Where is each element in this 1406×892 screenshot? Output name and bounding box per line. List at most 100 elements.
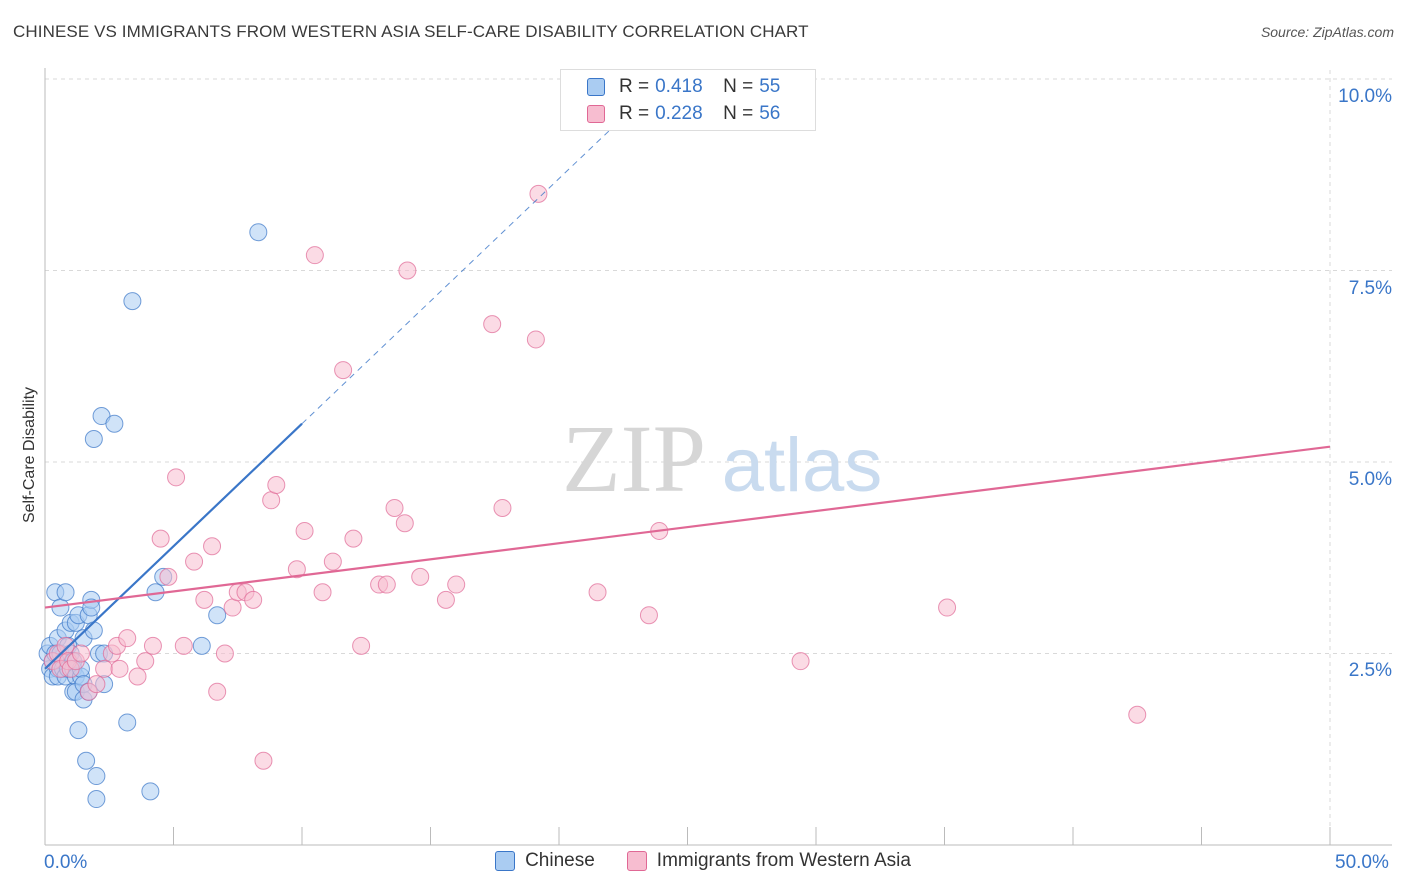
axis-layer	[44, 68, 1392, 846]
western-asia-point-3	[56, 636, 75, 655]
watermark-zip: ZIP	[562, 405, 706, 512]
western-asia-point-51	[493, 498, 512, 517]
n-value: 56	[759, 103, 781, 124]
western-asia-trend-line	[44, 445, 1331, 609]
chinese-point-54	[208, 606, 227, 625]
x-tick-label-max: 50.0%	[1335, 852, 1389, 873]
chinese-point-34	[77, 751, 96, 770]
western-asia-point-23	[195, 590, 214, 609]
chinese-point-14	[56, 583, 75, 602]
y-tick-label-2-5: 2.5%	[1348, 660, 1392, 681]
western-asia-point-49	[447, 575, 466, 594]
legend-label-western-asia: Immigrants from Western Asia	[656, 850, 911, 871]
western-asia-point-38	[323, 552, 342, 571]
western-asia-point-14	[118, 629, 137, 648]
legend-item-western-asia[interactable]: Immigrants from Western Asia	[626, 850, 911, 872]
western-asia-point-16	[136, 652, 155, 671]
western-asia-point-27	[223, 598, 242, 617]
western-asia-point-15	[128, 667, 147, 686]
stats-legend-row-western-asia: R = 0.228 N = 56	[587, 102, 780, 126]
western-asia-point-22	[185, 552, 204, 571]
western-asia-point-44	[385, 498, 404, 517]
chinese-point-49	[123, 292, 142, 311]
chinese-point-47	[105, 414, 124, 433]
chinese-legend-swatch-icon	[495, 851, 516, 871]
western-asia-point-46	[398, 261, 417, 280]
western-asia-point-30	[244, 590, 263, 609]
western-asia-point-18	[151, 529, 170, 548]
r-label: R =	[619, 103, 650, 124]
source-credit: Source: ZipAtlas.com	[1260, 24, 1394, 40]
western-asia-point-21	[174, 636, 193, 655]
chinese-point-53	[192, 636, 211, 655]
x-tick-label-min: 0.0%	[44, 852, 88, 873]
western-asia-point-31	[254, 751, 273, 770]
western-asia-swatch-icon	[587, 105, 605, 123]
western-asia-point-58	[938, 598, 957, 617]
western-asia-point-25	[208, 682, 227, 701]
western-asia-point-33	[267, 475, 286, 494]
western-asia-point-48	[436, 590, 455, 609]
grid-layer	[45, 70, 1392, 845]
western-asia-point-43	[377, 575, 396, 594]
western-asia-point-40	[344, 529, 363, 548]
watermark-atlas: atlas	[722, 423, 883, 508]
western-asia-point-26	[215, 644, 234, 663]
western-asia-point-39	[334, 361, 353, 380]
western-asia-point-7	[71, 644, 90, 663]
western-asia-point-47	[411, 567, 430, 586]
chinese-point-41	[87, 767, 106, 786]
chinese-point-27	[69, 721, 88, 740]
chinese-trend-line	[44, 422, 303, 670]
chinese-swatch-icon	[587, 78, 605, 96]
y-tick-label-7-5: 7.5%	[1348, 278, 1392, 299]
western-asia-point-9	[87, 675, 106, 694]
chinese-point-39	[84, 430, 103, 449]
chart-title: CHINESE VS IMMIGRANTS FROM WESTERN ASIA …	[13, 22, 809, 41]
western-asia-point-37	[313, 583, 332, 602]
western-asia-point-13	[110, 659, 129, 678]
stats-legend: R = 0.418 N = 55 R = 0.228 N = 56	[560, 69, 816, 131]
western-asia-point-32	[262, 491, 281, 510]
n-label: N =	[723, 103, 754, 124]
western-asia-legend-swatch-icon	[626, 851, 647, 871]
chinese-point-48	[118, 713, 137, 732]
r-value: 0.228	[655, 103, 703, 124]
r-label: R =	[619, 76, 650, 97]
western-asia-point-20	[167, 468, 186, 487]
western-asia-point-35	[295, 521, 314, 540]
chinese-point-40	[84, 621, 103, 640]
chinese-point-42	[87, 790, 106, 809]
western-asia-point-10	[95, 659, 114, 678]
legend-label-chinese: Chinese	[525, 850, 595, 871]
n-value: 55	[759, 76, 781, 97]
western-asia-point-52	[526, 330, 545, 349]
points-layer	[38, 184, 1147, 809]
western-asia-point-17	[143, 636, 162, 655]
r-value: 0.418	[655, 76, 703, 97]
western-asia-point-54	[588, 583, 607, 602]
legend-item-chinese[interactable]: Chinese	[495, 850, 595, 872]
western-asia-point-41	[352, 636, 371, 655]
y-tick-label-10: 10.0%	[1338, 86, 1392, 107]
series-legend: Chinese Immigrants from Western Asia	[0, 850, 1406, 872]
western-asia-point-24	[203, 537, 222, 556]
chinese-point-55	[249, 223, 268, 242]
western-asia-point-55	[639, 606, 658, 625]
trend-layer	[44, 129, 1331, 670]
chinese-point-11	[51, 598, 70, 617]
chinese-point-50	[141, 782, 160, 801]
western-asia-point-59	[1128, 705, 1147, 724]
watermark: ZIP atlas	[562, 405, 882, 512]
western-asia-point-45	[395, 514, 414, 533]
western-asia-point-36	[305, 246, 324, 265]
western-asia-point-50	[483, 315, 502, 334]
western-asia-point-19	[159, 567, 178, 586]
western-asia-point-34	[287, 560, 306, 579]
y-tick-label-5: 5.0%	[1348, 469, 1392, 490]
chinese-trend-extension	[301, 129, 611, 425]
stats-legend-row-chinese: R = 0.418 N = 55	[587, 75, 780, 99]
western-asia-point-57	[791, 652, 810, 671]
western-asia-point-53	[529, 184, 548, 203]
